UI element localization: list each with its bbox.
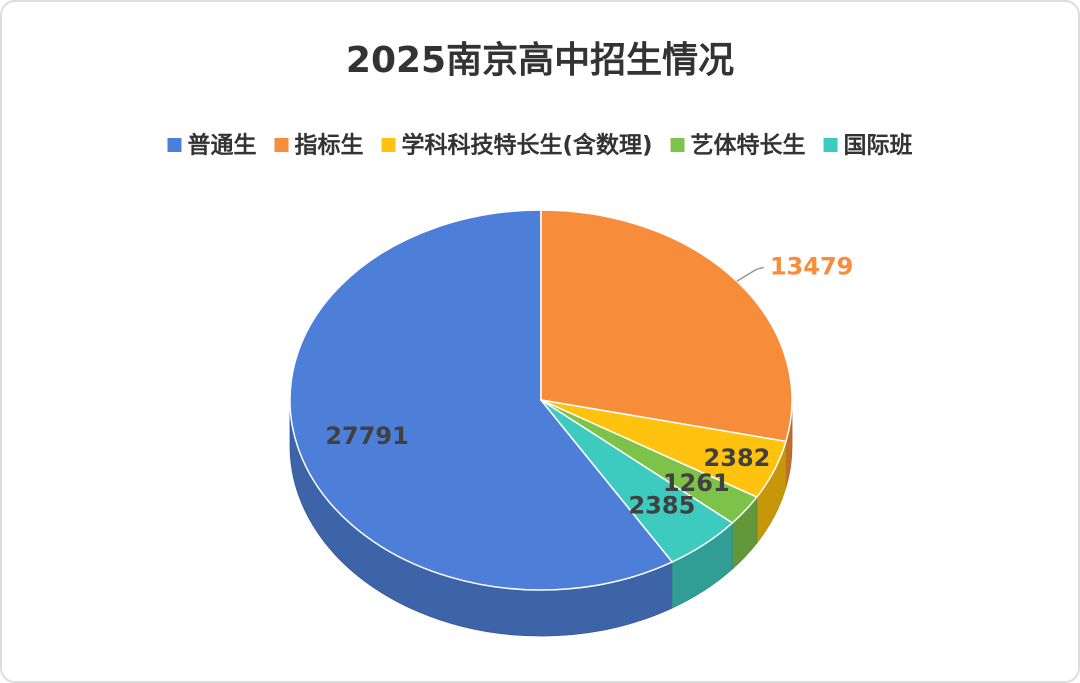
legend-label: 指标生 — [294, 133, 363, 159]
pie-slice — [289, 209, 674, 591]
data-label: 1261 — [663, 469, 730, 497]
leader-line — [736, 266, 765, 282]
data-label: 2382 — [704, 444, 771, 472]
legend-swatch — [274, 138, 289, 152]
legend-label: 普通生 — [187, 132, 256, 159]
legend-swatch — [670, 138, 685, 152]
data-label: 2385 — [628, 492, 695, 520]
legend-label: 国际班 — [844, 133, 913, 159]
pie-tops — [289, 209, 793, 591]
legend-label: 学科科技特长生(含数理) — [401, 132, 652, 159]
pie-sides — [289, 399, 793, 637]
data-label: 13479 — [770, 252, 854, 280]
legend-swatch — [167, 138, 182, 152]
legend-swatch — [823, 138, 838, 152]
pie-slice — [540, 399, 734, 563]
pie-slice — [540, 209, 793, 443]
legend-swatch — [381, 138, 396, 152]
chart-title: 2025南京高中招生情况 — [346, 39, 734, 81]
legend-label: 艺体特长生 — [691, 133, 806, 159]
data-label: 27791 — [325, 422, 409, 450]
legend: 普通生 指标生 学科科技特长生(含数理) 艺体特长生 国际班 — [167, 132, 913, 159]
